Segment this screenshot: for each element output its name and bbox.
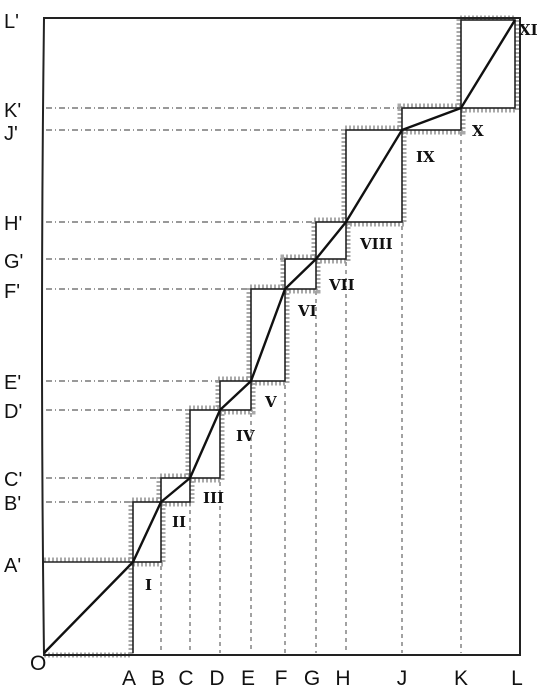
x-axis-label: E	[241, 667, 255, 690]
step-box	[189, 409, 221, 479]
step-box	[284, 258, 317, 290]
hatched-edge	[220, 381, 256, 415]
x-axis-label: B	[151, 667, 165, 690]
step-numeral: VI	[297, 302, 317, 320]
step-boxes	[44, 19, 516, 653]
diagram-frame	[41, 17, 521, 656]
step-box	[132, 501, 162, 563]
y-axis-label: A'	[4, 555, 21, 577]
step-box	[250, 288, 286, 382]
y-axis-label: F'	[4, 281, 20, 303]
hatched-edge	[461, 20, 520, 113]
step-numeral: XI	[519, 21, 538, 39]
step-numeral: IX	[416, 148, 435, 166]
y-axis-label: J'	[4, 123, 18, 145]
hatched-edge	[285, 259, 321, 294]
step-numeral: I	[145, 576, 152, 594]
hatched-edge	[316, 222, 351, 264]
hatched-edge	[133, 502, 166, 567]
hatched-edge	[341, 125, 402, 223]
y-axis-label: H'	[4, 213, 22, 235]
step-box	[460, 19, 516, 109]
step-numeral: V	[264, 393, 277, 411]
hatched-edge	[280, 254, 316, 290]
hatched-edge	[402, 108, 466, 135]
step-box	[401, 107, 462, 131]
hatched-edge	[311, 217, 346, 260]
x-axis-label: L	[511, 667, 523, 690]
x-axis-label: A	[122, 667, 136, 690]
step-numeral: IV	[236, 427, 255, 445]
y-axis-label: C'	[4, 469, 22, 491]
y-axis-labels: A' B'C' D' E' F' G' H' J'K' L'	[4, 11, 23, 577]
x-axis-label: C	[178, 667, 193, 690]
x-axis-label: F	[275, 667, 288, 690]
hatched-edge	[185, 405, 220, 479]
step-numeral: III	[203, 489, 224, 507]
hatched-edge	[190, 410, 225, 483]
hatched-edge	[251, 289, 290, 386]
y-axis-label: L'	[4, 11, 19, 33]
hatched-edge	[346, 130, 407, 227]
x-axis-label: G	[304, 667, 320, 690]
step-numeral: VII	[328, 276, 355, 294]
hatched-edge	[161, 478, 195, 507]
y-axis-label: K'	[4, 100, 21, 122]
hatched-edge	[215, 376, 251, 411]
hatched-edge	[397, 103, 461, 131]
x-axis-label: J	[397, 667, 408, 690]
step-box	[160, 477, 191, 503]
step-numeral: II	[172, 513, 186, 531]
step-numeral: VIII	[359, 235, 393, 253]
x-axis-label: K	[454, 667, 468, 690]
y-axis-label: G'	[4, 251, 23, 273]
step-box	[345, 129, 403, 223]
x-axis-label: D	[209, 667, 224, 690]
hatched-edge	[128, 497, 161, 563]
x-axis-label: H	[335, 667, 350, 690]
cumulative-curve	[43, 19, 517, 654]
hatched-edge	[156, 473, 190, 503]
step-box	[315, 221, 347, 260]
step-box	[219, 380, 252, 411]
y-axis-label: B'	[4, 493, 21, 515]
y-axis-label: D'	[4, 401, 22, 423]
y-axis-label: E'	[4, 372, 21, 394]
origin-label: O	[30, 652, 46, 675]
step-numeral: X	[472, 122, 484, 140]
